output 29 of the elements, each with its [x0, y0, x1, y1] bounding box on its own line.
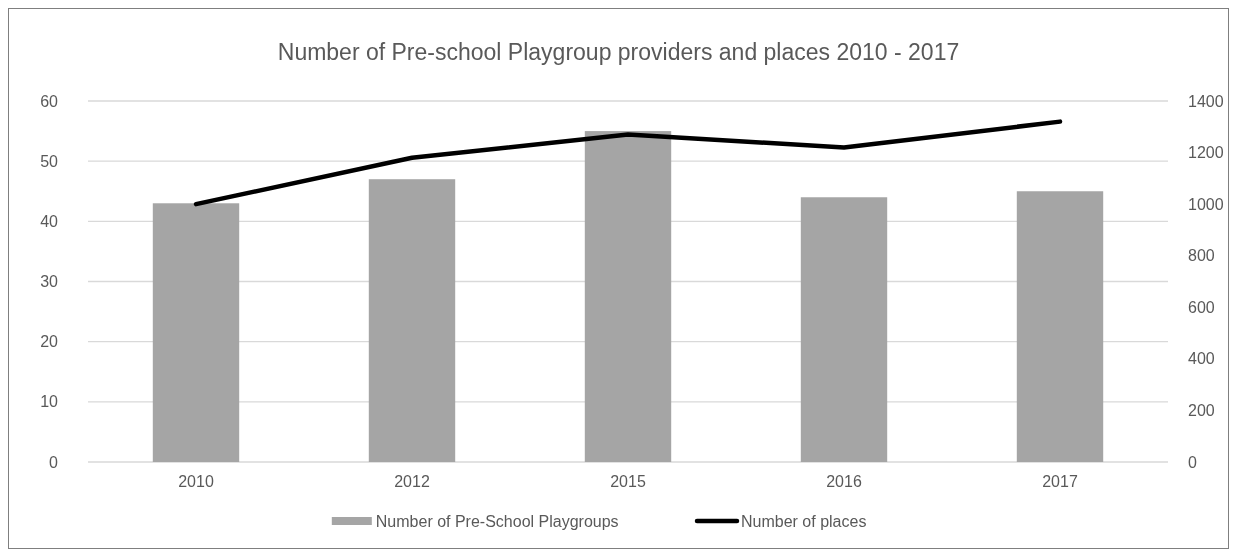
y-tick-label: 40: [40, 212, 59, 230]
bar: [800, 197, 888, 462]
y2-tick-label: 600: [1188, 298, 1215, 316]
legend-label: Number of Pre-School Playgroups: [375, 512, 619, 530]
y-tick-label: 20: [40, 333, 59, 351]
y2-tick-label: 400: [1188, 350, 1215, 368]
line-series: [193, 119, 1063, 207]
x-tick-label: 2016: [826, 473, 862, 490]
x-tick-label: 2012: [394, 473, 430, 490]
y2-tick-label: 1200: [1188, 144, 1224, 162]
x-tick-label: 2015: [610, 473, 646, 490]
y-tick-label: 30: [40, 273, 59, 291]
y2-tick-label: 1000: [1188, 195, 1224, 213]
y2-tick-label: 0: [1188, 453, 1197, 471]
x-tick-label: 2017: [1042, 473, 1078, 490]
bar: [368, 179, 456, 462]
bar: [152, 203, 240, 462]
y2-tick-label: 1400: [1188, 92, 1224, 110]
x-tick-label: 2010: [178, 473, 214, 490]
y-tick-label: 60: [40, 92, 59, 110]
y-tick-label: 10: [40, 393, 59, 411]
y-tick-label: 50: [40, 152, 59, 170]
chart-title: Number of Pre-school Playgroup providers and places 2010 - 2017: [277, 39, 960, 65]
bar: [584, 131, 672, 462]
legend-label: Number of places: [741, 512, 867, 530]
y2-tick-label: 800: [1188, 247, 1215, 265]
bar: [1016, 191, 1104, 462]
y2-tick-label: 200: [1188, 402, 1215, 420]
y-tick-label: 0: [49, 453, 59, 471]
